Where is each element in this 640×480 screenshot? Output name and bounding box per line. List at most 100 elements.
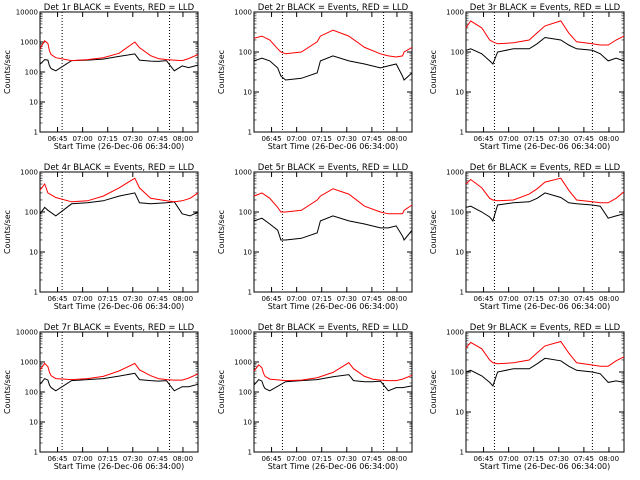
series-line-lld (39, 177, 199, 203)
panel-9: Det 9r BLACK = Events, RED = LLD 1 10 100 10… (429, 323, 625, 471)
x-tick-label: 06:45 (261, 295, 281, 303)
series-line-events (39, 53, 199, 72)
x-tick-label: 06:45 (473, 455, 493, 463)
plot-frame (39, 11, 199, 133)
x-tick-label: 07:00 (287, 295, 307, 303)
x-tick-label: 08:00 (599, 295, 619, 303)
y-tick-label: 100 (239, 389, 252, 397)
x-tick-label: 07:45 (148, 135, 168, 143)
panel-8: Det 8r BLACK = Events, RED = LLD 1 10 100 10… (217, 323, 413, 471)
y-tick-label: 10000 (16, 9, 38, 17)
plot-frame (465, 331, 625, 453)
y-tick-label: 10 (29, 249, 38, 257)
y-tick-label: 1000 (20, 39, 38, 47)
y-tick-label: 1 (34, 129, 38, 137)
y-axis-label: Counts/sec (429, 370, 438, 414)
x-tick-label: 06:45 (473, 295, 493, 303)
y-tick-label: 1000 (446, 329, 464, 337)
y-tick-label: 10 (243, 89, 252, 97)
series-line-events (465, 36, 625, 65)
y-tick-label: 1 (248, 289, 252, 297)
y-axis-label: Counts/sec (429, 50, 438, 94)
y-tick-label: 100 (451, 49, 464, 57)
plot-frame (39, 171, 199, 293)
y-tick-label: 100 (451, 369, 464, 377)
x-axis-label: Start Time (26-Dec-06 06:34:00) (268, 142, 399, 151)
series-line-lld (253, 188, 413, 215)
x-tick-label: 07:15 (98, 295, 118, 303)
y-tick-label: 100 (451, 209, 464, 217)
y-tick-label: 10 (455, 409, 464, 417)
y-tick-label: 100 (239, 49, 252, 57)
x-tick-label: 07:15 (98, 455, 118, 463)
x-axis-label: Start Time (26-Dec-06 06:34:00) (268, 302, 399, 311)
x-tick-label: 07:15 (524, 295, 544, 303)
y-axis-label: Counts/sec (217, 50, 226, 94)
x-tick-label: 07:15 (312, 295, 332, 303)
chart-title: Det 2r BLACK = Events, RED = LLD (258, 3, 409, 13)
x-tick-label: 07:45 (362, 135, 382, 143)
x-axis-label: Start Time (26-Dec-06 06:34:00) (480, 302, 611, 311)
x-tick-label: 06:45 (261, 455, 281, 463)
y-tick-label: 10 (455, 249, 464, 257)
x-axis-label: Start Time (26-Dec-06 06:34:00) (268, 462, 399, 471)
series-line-lld (465, 20, 625, 46)
y-tick-label: 1 (460, 129, 464, 137)
x-tick-label: 07:30 (123, 295, 143, 303)
y-tick-label: 1000 (234, 359, 252, 367)
y-tick-label: 1 (460, 449, 464, 457)
x-tick-label: 07:45 (574, 135, 594, 143)
x-tick-label: 07:00 (499, 295, 519, 303)
x-axis-label: Start Time (26-Dec-06 06:34:00) (54, 302, 185, 311)
x-tick-label: 07:15 (312, 455, 332, 463)
y-axis-label: Counts/sec (217, 370, 226, 414)
panel-4: Det 4r BLACK = Events, RED = LLD 1 10 100 10… (3, 163, 199, 311)
chart-title: Det 9r BLACK = Events, RED = LLD (470, 323, 621, 333)
y-tick-label: 100 (25, 389, 38, 397)
x-axis-label: Start Time (26-Dec-06 06:34:00) (480, 462, 611, 471)
x-axis-label: Start Time (26-Dec-06 06:34:00) (480, 142, 611, 151)
x-tick-label: 06:45 (47, 295, 67, 303)
x-tick-label: 07:00 (287, 135, 307, 143)
x-tick-label: 07:00 (73, 455, 93, 463)
y-tick-label: 10 (29, 419, 38, 427)
x-tick-label: 08:00 (387, 455, 407, 463)
x-tick-label: 07:00 (287, 455, 307, 463)
x-tick-label: 07:30 (549, 455, 569, 463)
series-line-events (253, 55, 413, 81)
x-tick-label: 07:00 (73, 135, 93, 143)
y-axis-label: Counts/sec (429, 210, 438, 254)
y-tick-label: 10000 (16, 329, 38, 337)
y-tick-label: 1000 (446, 9, 464, 17)
plot-frame (39, 331, 199, 453)
panel-2: Det 2r BLACK = Events, RED = LLD 1 10 100 10… (217, 3, 413, 151)
y-tick-label: 1000 (20, 169, 38, 177)
series-line-lld (465, 340, 625, 367)
y-tick-label: 1 (248, 129, 252, 137)
plot-frame (253, 11, 413, 133)
y-tick-label: 100 (25, 209, 38, 217)
x-tick-label: 07:45 (574, 455, 594, 463)
y-axis-label: Counts/sec (3, 210, 12, 254)
y-tick-label: 10 (243, 249, 252, 257)
x-tick-label: 06:45 (473, 135, 493, 143)
x-tick-label: 08:00 (387, 135, 407, 143)
x-tick-label: 08:00 (599, 135, 619, 143)
y-tick-label: 10 (29, 99, 38, 107)
x-tick-label: 07:30 (549, 295, 569, 303)
x-tick-label: 08:00 (173, 295, 193, 303)
series-line-events (253, 374, 413, 392)
y-axis-label: Counts/sec (217, 210, 226, 254)
series-line-events (465, 192, 625, 222)
plot-frame (465, 171, 625, 293)
chart-title: Det 8r BLACK = Events, RED = LLD (258, 323, 409, 333)
x-tick-label: 07:30 (123, 135, 143, 143)
panel-7: Det 7r BLACK = Events, RED = LLD 1 10 100 10… (3, 323, 199, 471)
y-tick-label: 1 (248, 449, 252, 457)
x-tick-label: 07:00 (499, 455, 519, 463)
x-tick-label: 07:30 (337, 455, 357, 463)
x-tick-label: 07:30 (337, 135, 357, 143)
y-tick-label: 100 (239, 209, 252, 217)
plot-frame (253, 331, 413, 453)
